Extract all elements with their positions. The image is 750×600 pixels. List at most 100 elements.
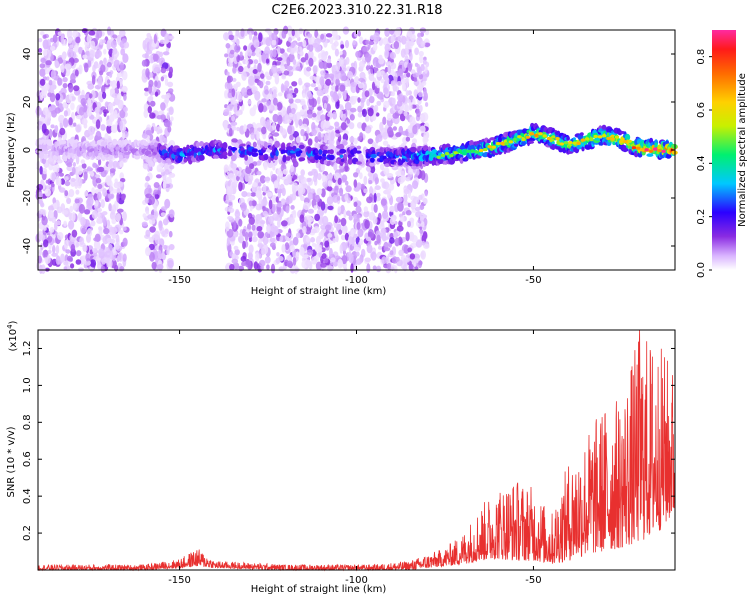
noise-speckle — [258, 182, 262, 187]
noise-speckle — [260, 264, 265, 271]
noise-speckle — [320, 162, 326, 171]
ridge-blob — [198, 154, 205, 161]
noise-speckle — [228, 201, 233, 206]
noise-speckle — [320, 33, 325, 40]
noise-speckle — [169, 66, 173, 75]
noise-speckle — [327, 180, 332, 187]
noise-speckle — [164, 169, 170, 175]
ridge-blob — [356, 145, 362, 150]
noise-speckle — [249, 107, 256, 117]
noise-speckle — [424, 42, 431, 48]
ridge-blob — [38, 152, 45, 160]
noise-speckle — [298, 27, 304, 35]
noise-speckle — [413, 89, 419, 98]
noise-speckle — [248, 75, 255, 86]
noise-speckle — [103, 111, 107, 117]
noise-speckle — [298, 118, 303, 127]
ridge-core — [551, 135, 556, 139]
noise-speckle — [359, 71, 366, 80]
ridge-core — [453, 151, 458, 155]
noise-speckle — [255, 252, 260, 262]
ridge-core — [512, 137, 518, 141]
noise-speckle — [297, 175, 305, 180]
noise-speckle — [307, 138, 313, 146]
noise-speckle — [167, 126, 172, 133]
noise-speckle — [71, 211, 76, 222]
noise-speckle — [241, 71, 247, 81]
ridge-blob — [290, 143, 294, 147]
noise-speckle — [398, 68, 404, 77]
noise-speckle — [359, 98, 366, 103]
noise-speckle — [386, 112, 392, 121]
noise-speckle — [292, 131, 300, 138]
noise-speckle — [271, 194, 277, 204]
noise-speckle — [334, 70, 342, 80]
noise-speckle — [86, 107, 92, 117]
noise-speckle — [148, 79, 154, 88]
noise-speckle — [151, 234, 159, 241]
noise-speckle — [270, 263, 276, 274]
noise-speckle — [40, 57, 46, 64]
noise-speckle — [409, 52, 413, 62]
noise-speckle — [163, 119, 171, 128]
noise-speckle — [223, 32, 229, 41]
noise-speckle — [351, 237, 355, 247]
noise-speckle — [365, 236, 371, 242]
noise-speckle — [374, 104, 379, 112]
noise-speckle — [292, 59, 297, 65]
noise-speckle — [247, 212, 253, 219]
noise-speckle — [264, 89, 269, 95]
spectrogram-x-axis-label: Height of straight line (km) — [251, 286, 387, 297]
noise-speckle — [383, 100, 390, 109]
ridge-blob — [339, 148, 347, 154]
noise-speckle — [43, 249, 48, 258]
ridge-blob — [43, 154, 50, 159]
noise-speckle — [65, 249, 71, 254]
noise-speckle — [302, 135, 307, 141]
noise-speckle — [142, 163, 150, 170]
noise-speckle — [420, 250, 427, 260]
noise-speckle — [154, 80, 158, 87]
noise-speckle — [418, 194, 423, 200]
noise-speckle — [168, 230, 173, 238]
noise-speckle — [160, 114, 166, 121]
ridge-core — [534, 133, 539, 138]
noise-speckle — [70, 263, 75, 269]
noise-speckle — [307, 217, 314, 223]
noise-speckle — [298, 183, 304, 194]
noise-speckle — [253, 261, 259, 270]
noise-speckle — [306, 236, 310, 243]
noise-speckle — [149, 226, 156, 233]
noise-speckle — [315, 75, 321, 85]
noise-speckle — [317, 173, 322, 181]
ridge-blob — [566, 136, 570, 141]
ridge-core — [636, 146, 641, 150]
noise-speckle — [120, 48, 126, 56]
noise-speckle — [63, 261, 69, 266]
noise-speckle — [116, 192, 120, 203]
noise-speckle — [78, 46, 83, 55]
noise-speckle — [273, 225, 279, 236]
noise-speckle — [395, 132, 402, 138]
noise-speckle — [367, 229, 374, 239]
noise-speckle — [260, 116, 266, 126]
noise-speckle — [289, 245, 295, 252]
noise-speckle — [357, 112, 363, 118]
noise-speckle — [160, 206, 168, 212]
noise-speckle — [327, 112, 333, 118]
noise-speckle — [312, 168, 318, 177]
noise-speckle — [364, 219, 370, 229]
noise-speckle — [63, 239, 69, 250]
noise-speckle — [97, 183, 103, 190]
noise-speckle — [335, 61, 340, 72]
noise-speckle — [277, 170, 283, 177]
noise-speckle — [148, 133, 154, 141]
ridge-blob — [98, 152, 102, 157]
noise-speckle — [348, 214, 353, 221]
noise-speckle — [227, 216, 234, 220]
noise-speckle — [106, 39, 111, 50]
ridge-core — [466, 149, 471, 153]
ridge-core — [619, 139, 624, 144]
noise-speckle — [257, 231, 265, 239]
ridge-blob — [298, 150, 303, 154]
